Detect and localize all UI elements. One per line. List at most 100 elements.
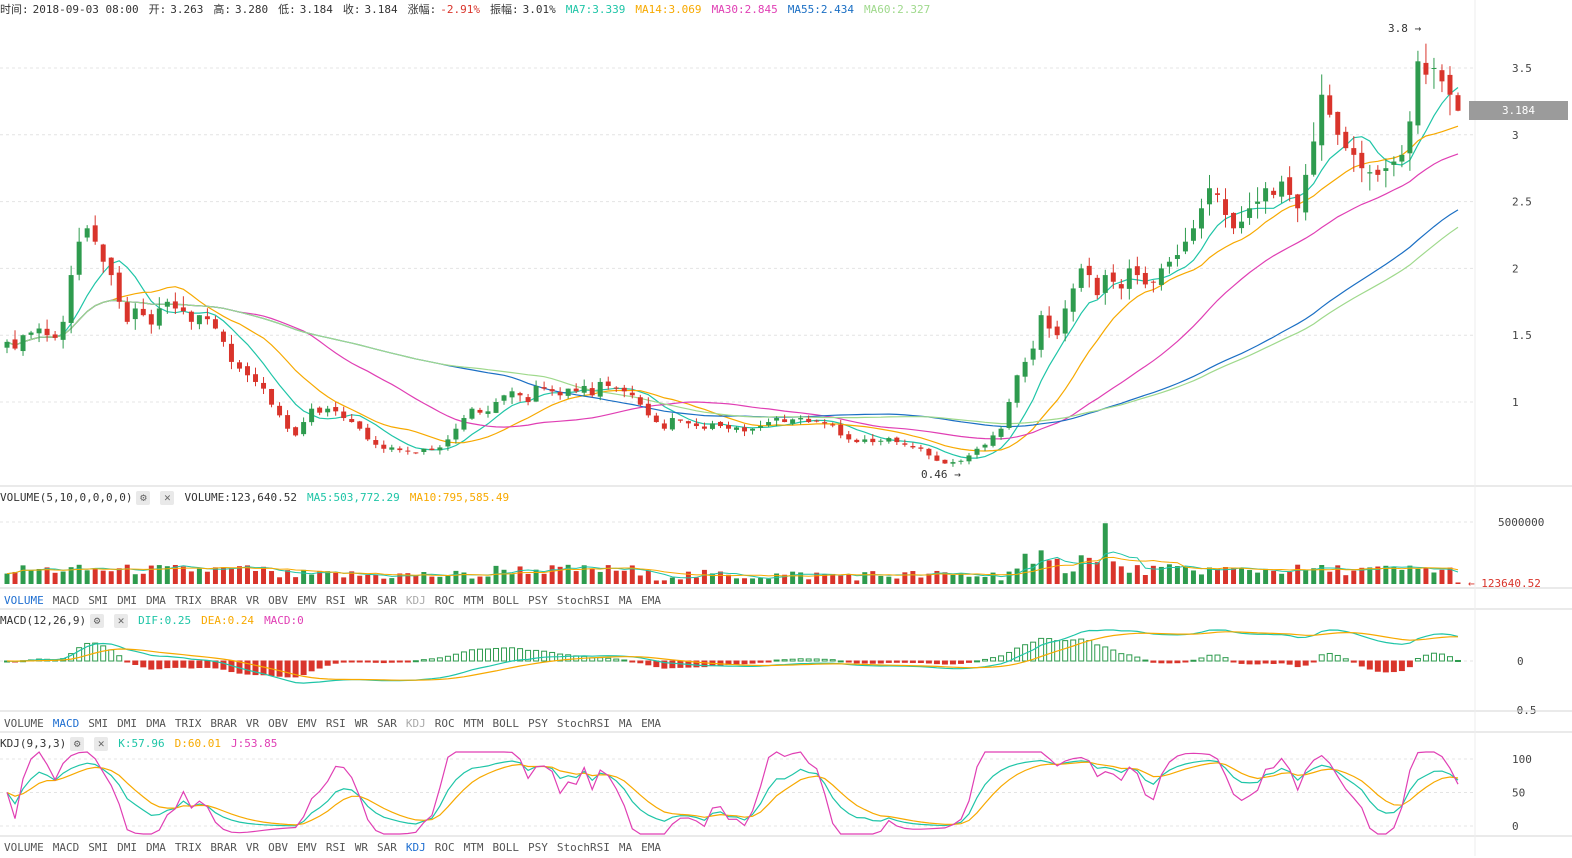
candle-body [990,435,996,446]
volume-bar [573,571,579,584]
volume-bar [1263,568,1269,584]
volume-bar [758,578,764,584]
tab-dma[interactable]: DMA [146,717,166,730]
tab-smi[interactable]: SMI [88,717,109,730]
tab-volume[interactable]: VOLUME [4,594,44,607]
tab-trix[interactable]: TRIX [174,594,202,607]
tab-boll[interactable]: BOLL [492,594,520,607]
candle-body [886,438,892,442]
tab-obv[interactable]: OBV [268,717,288,730]
tab-sar[interactable]: SAR [377,841,397,854]
tab-dmi[interactable]: DMI [117,717,137,730]
candle-body [870,438,876,443]
tab-trix[interactable]: TRIX [174,717,202,730]
macd-bar [1070,639,1077,662]
tab-macd[interactable]: MACD [52,841,80,854]
macd-close-icon[interactable]: ✕ [114,614,129,628]
tab-mtm[interactable]: MTM [463,841,484,854]
tab-trix[interactable]: TRIX [174,841,202,854]
candle-body [878,440,884,442]
tab-ema[interactable]: EMA [641,594,661,607]
tab-ma[interactable]: MA [618,717,633,730]
tab-boll[interactable]: BOLL [492,717,520,730]
volume-bar [1399,569,1405,584]
tab-vr[interactable]: VR [245,594,260,607]
tab-emv[interactable]: EMV [297,594,317,607]
tab-mtm[interactable]: MTM [463,717,484,730]
volume-settings-icon[interactable]: ⚙ [136,491,151,505]
volume-ma5: MA5:503,772.29 [307,491,400,504]
tab-macd[interactable]: MACD [52,717,80,730]
tab-brar[interactable]: BRAR [210,594,237,607]
macd-bar [485,648,491,662]
candle-body [701,426,707,429]
candle-body [1263,188,1269,202]
candle-body [52,334,58,338]
tab-roc[interactable]: ROC [434,717,455,730]
tab-rsi[interactable]: RSI [325,841,346,854]
tab-stochrsi[interactable]: StochRSI [556,594,610,607]
volume-close-icon[interactable]: ✕ [160,491,175,505]
tab-emv[interactable]: EMV [297,717,317,730]
tab-mtm[interactable]: MTM [463,594,484,607]
tab-dmi[interactable]: DMI [117,841,137,854]
tab-smi[interactable]: SMI [88,594,109,607]
tab-sar[interactable]: SAR [377,717,397,730]
volume-ma10: MA10:795,585.49 [409,491,510,504]
volume-bar [998,580,1004,584]
tab-ema[interactable]: EMA [641,841,661,854]
tab-kdj[interactable]: KDJ [405,594,426,607]
tab-brar[interactable]: BRAR [210,717,237,730]
volume-bar [397,573,403,584]
tab-rsi[interactable]: RSI [325,717,346,730]
tab-wr[interactable]: WR [354,717,368,730]
volume-bar [677,579,683,584]
kdj-settings-icon[interactable]: ⚙ [70,737,85,751]
macd-settings-icon[interactable]: ⚙ [90,614,105,628]
candle-body [1303,174,1309,213]
candle-body [966,455,972,462]
tab-rsi[interactable]: RSI [325,594,346,607]
tab-psy[interactable]: PSY [528,717,548,730]
macd-bar [1046,638,1053,662]
kdj-close-icon[interactable]: ✕ [94,737,109,751]
tab-wr[interactable]: WR [354,841,368,854]
tab-vr[interactable]: VR [245,841,260,854]
volume-bar [1190,570,1196,584]
candle-body [1062,308,1068,334]
candle-body [269,389,275,405]
tab-dma[interactable]: DMA [146,594,166,607]
tab-stochrsi[interactable]: StochRSI [556,717,610,730]
tab-wr[interactable]: WR [354,594,368,607]
macd-bar [1206,654,1213,662]
tab-macd[interactable]: MACD [52,594,80,607]
tab-ema[interactable]: EMA [641,717,661,730]
tab-obv[interactable]: OBV [268,841,288,854]
tab-emv[interactable]: EMV [297,841,317,854]
tab-vr[interactable]: VR [245,717,260,730]
tab-ma[interactable]: MA [618,594,633,607]
tab-psy[interactable]: PSY [528,594,548,607]
macd-bar [917,660,924,663]
tab-dmi[interactable]: DMI [117,594,137,607]
tab-kdj[interactable]: KDJ [405,841,426,854]
tab-brar[interactable]: BRAR [210,841,237,854]
tab-smi[interactable]: SMI [88,841,109,854]
tab-obv[interactable]: OBV [268,594,288,607]
tab-boll[interactable]: BOLL [492,841,520,854]
macd-bar [1286,660,1293,665]
candle-body [188,311,194,322]
tab-roc[interactable]: ROC [434,841,455,854]
tab-sar[interactable]: SAR [377,594,397,607]
tab-roc[interactable]: ROC [434,594,455,607]
tab-volume[interactable]: VOLUME [4,841,44,854]
tab-ma[interactable]: MA [618,841,633,854]
tab-psy[interactable]: PSY [528,841,548,854]
price-tick-label: 3.5 [1512,62,1532,75]
tab-kdj[interactable]: KDJ [405,717,426,730]
tab-stochrsi[interactable]: StochRSI [556,841,610,854]
tab-dma[interactable]: DMA [146,841,166,854]
tab-volume[interactable]: VOLUME [4,717,44,730]
time-value: 2018-09-03 08:00 [32,3,139,16]
